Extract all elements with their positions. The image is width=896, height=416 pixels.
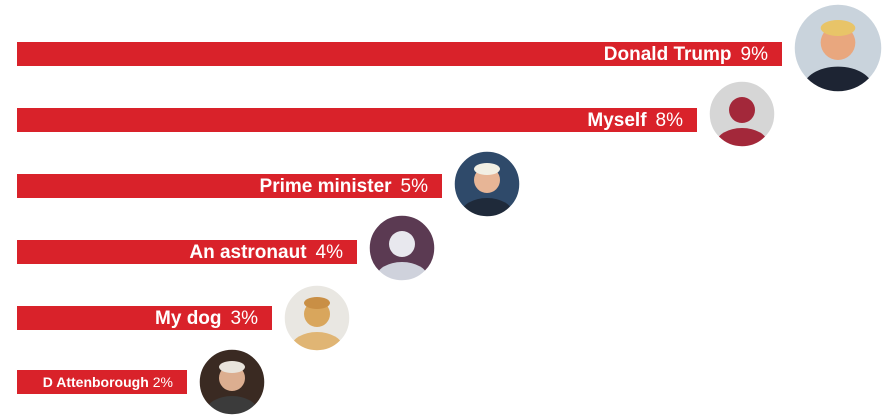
bar-label: Prime minister 5%: [260, 176, 429, 197]
value-label: 2%: [153, 374, 173, 390]
avatar-body: [716, 128, 768, 147]
avatar-body: [461, 198, 513, 217]
bar-label: My dog 3%: [155, 308, 258, 329]
avatar-head: [729, 97, 755, 123]
value-label: 4%: [316, 242, 344, 263]
bar-label: D Attenborough 2%: [43, 374, 173, 390]
category-label: D Attenborough: [43, 374, 149, 390]
avatar-head: [389, 231, 415, 257]
bar: [17, 108, 697, 132]
category-label: Myself: [587, 110, 647, 131]
avatar: [709, 81, 775, 147]
avatar-body: [291, 332, 343, 351]
avatar-ring: [793, 3, 883, 93]
bar: [17, 240, 357, 264]
avatar: [454, 151, 520, 217]
avatar-hair: [474, 163, 500, 175]
avatar-ring: [708, 80, 776, 148]
bar: [17, 42, 782, 66]
avatar-ring: [283, 284, 351, 352]
avatar-ring: [198, 348, 266, 416]
bar: [17, 306, 272, 330]
value-label: 9%: [741, 44, 769, 65]
avatar-body: [376, 262, 428, 281]
category-label: Prime minister: [260, 176, 393, 197]
bar-label: Myself 8%: [587, 110, 683, 131]
value-label: 3%: [231, 308, 259, 329]
category-label: Donald Trump: [604, 44, 732, 65]
bar-label: Donald Trump 9%: [604, 44, 768, 65]
avatar: [284, 285, 350, 351]
bar-label: An astronaut 4%: [189, 242, 343, 263]
value-label: 5%: [401, 176, 429, 197]
avatar-body: [206, 396, 258, 415]
category-label: An astronaut: [189, 242, 307, 263]
avatar: [794, 4, 882, 92]
avatar: [199, 349, 265, 415]
value-label: 8%: [656, 110, 684, 131]
category-label: My dog: [155, 308, 222, 329]
avatar-ring: [453, 150, 521, 218]
avatar: [369, 215, 435, 281]
avatar-hair: [820, 20, 856, 36]
bar: [17, 174, 442, 198]
avatar-hair: [219, 361, 245, 373]
avatar-body: [803, 66, 873, 92]
avatar-hair: [304, 297, 330, 309]
bar: [17, 370, 187, 394]
avatar-ring: [368, 214, 436, 282]
